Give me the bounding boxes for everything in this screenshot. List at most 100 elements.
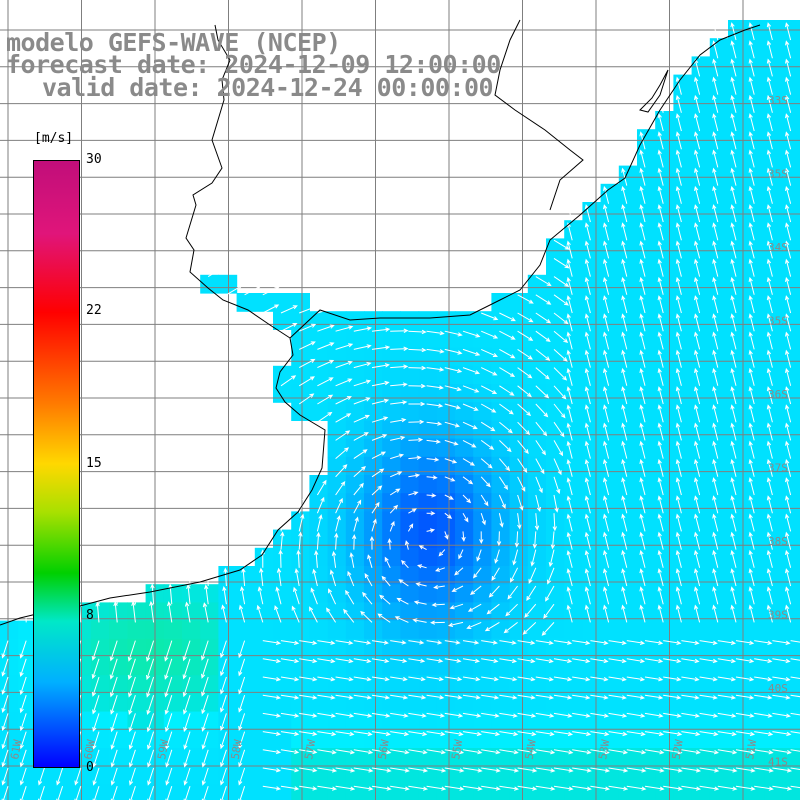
wind-cell <box>746 456 765 476</box>
wind-cell <box>455 748 474 767</box>
wind-arrow <box>462 767 483 773</box>
wind-arrow <box>371 712 391 718</box>
wind-cell <box>709 384 729 403</box>
wind-cell <box>728 620 747 640</box>
wind-arrow <box>408 347 427 353</box>
wind-arrow <box>335 712 355 718</box>
colorbar <box>33 160 80 768</box>
wind-arrow <box>699 658 718 664</box>
wind-arrow <box>730 386 737 405</box>
wind-cell <box>582 274 602 294</box>
latitude-label: 37S <box>768 462 788 475</box>
wind-arrow <box>675 185 682 204</box>
wind-cell <box>218 566 238 585</box>
wind-arrow <box>675 204 682 223</box>
wind-arrow <box>590 676 609 682</box>
wind-arrow <box>772 767 793 773</box>
wind-arrow <box>748 367 755 386</box>
wind-arrow <box>314 550 319 568</box>
wind-cell <box>546 256 565 276</box>
wind-arrow <box>517 731 537 737</box>
wind-arrow <box>426 439 441 444</box>
wind-cell <box>18 657 37 676</box>
wind-arrow <box>353 676 372 682</box>
wind-cell <box>327 511 347 531</box>
wind-arrow <box>675 258 682 277</box>
wind-arrow <box>766 40 773 59</box>
wind-cell <box>527 602 547 622</box>
wind-arrow <box>772 676 791 682</box>
wind-arrow <box>748 276 755 295</box>
wind-arrow <box>353 344 372 350</box>
wind-arrow <box>553 294 569 306</box>
wind-cell <box>691 748 711 767</box>
wind-arrow <box>238 604 246 623</box>
wind-arrow <box>462 658 481 663</box>
wind-arrow <box>244 286 261 296</box>
wind-cell <box>691 584 711 603</box>
wind-cell <box>18 620 37 640</box>
wind-arrow <box>316 479 327 496</box>
wind-arrow <box>390 471 403 478</box>
wind-cell <box>291 547 310 567</box>
colorbar-tick: 22 <box>86 303 102 318</box>
wind-cell <box>182 620 201 640</box>
wind-arrow <box>657 422 664 441</box>
wind-cell <box>345 547 365 567</box>
wind-arrow <box>535 785 556 791</box>
wind-cell <box>782 347 800 367</box>
wind-cell <box>637 420 656 440</box>
wind-arrow <box>748 440 755 459</box>
wind-cell <box>0 638 19 658</box>
wind-cell <box>728 202 747 221</box>
wind-vector-field <box>1 22 800 800</box>
wind-arrow <box>694 113 701 132</box>
wind-cell <box>91 620 110 640</box>
wind-arrow <box>748 568 755 587</box>
wind-cell <box>709 220 729 239</box>
wind-arrow <box>426 749 446 755</box>
wind-arrow <box>553 731 574 737</box>
wind-arrow <box>766 477 773 496</box>
wind-arrow <box>426 475 438 480</box>
wind-cell <box>364 748 383 767</box>
wind-arrow <box>566 458 573 477</box>
wind-cell <box>618 402 638 421</box>
wind-cell <box>382 493 401 512</box>
wind-arrow <box>503 622 518 634</box>
wind-arrow <box>730 458 737 477</box>
wind-cell <box>728 420 747 440</box>
wind-arrow <box>699 767 720 773</box>
wind-arrow <box>390 767 410 773</box>
wind-arrow <box>712 149 719 168</box>
wind-arrow <box>657 222 664 241</box>
wind-arrow <box>603 204 610 223</box>
wind-arrow <box>547 567 555 585</box>
wind-cell <box>582 365 602 385</box>
wind-arrow <box>462 403 479 411</box>
wind-cell <box>72 784 92 800</box>
wind-arrow <box>608 785 629 791</box>
latitude-label: 34S <box>768 241 788 254</box>
wind-arrow <box>694 386 701 405</box>
wind-cell <box>309 511 329 531</box>
wind-arrow <box>675 349 682 368</box>
wind-arrow <box>238 640 246 659</box>
wind-arrow <box>165 767 173 786</box>
wind-arrow <box>110 767 118 786</box>
wind-cell <box>291 511 310 531</box>
wind-arrow <box>608 767 629 773</box>
wind-arrow <box>109 676 118 698</box>
wind-cell <box>418 547 438 567</box>
wind-cell <box>364 438 383 458</box>
wind-cell <box>127 638 147 658</box>
wind-cell <box>546 329 565 349</box>
wind-arrow <box>766 531 773 550</box>
wind-cell <box>436 384 456 403</box>
wind-arrow <box>317 658 336 664</box>
wind-arrow <box>657 513 664 532</box>
wind-cell <box>364 620 383 640</box>
wind-arrow <box>639 149 646 168</box>
wind-arrow <box>390 400 408 405</box>
wind-arrow <box>390 328 409 333</box>
